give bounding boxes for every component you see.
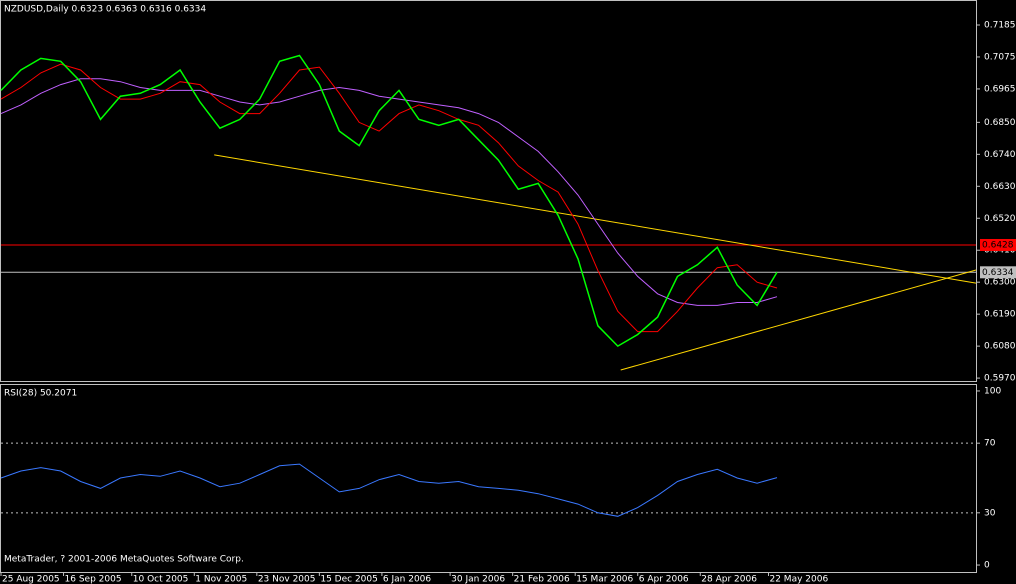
price-label-box: [980, 266, 1016, 279]
rsi-line: [0, 463, 778, 517]
x-tick-label: 22 May 2006: [769, 575, 828, 584]
moving-average: [0, 63, 778, 333]
y-tick-label: 0.6850: [984, 118, 1016, 128]
y-tick-label: 0.6190: [984, 310, 1016, 320]
price-label: 0.6334: [982, 268, 1014, 278]
x-tick-label: 21 Feb 2006: [514, 575, 570, 584]
x-tick-label: 28 Apr 2006: [701, 575, 757, 584]
price-panel-frame: [0, 0, 977, 382]
y-tick-label: 0.6740: [984, 150, 1016, 160]
y-tick-label: 0.6630: [984, 182, 1016, 192]
x-tick-label: 6 Jan 2006: [383, 575, 431, 584]
x-tick-label: 16 Sep 2005: [65, 575, 122, 584]
moving-average: [0, 78, 778, 306]
y-tick-label: 70: [984, 439, 996, 449]
y-tick-label: 0.6965: [984, 84, 1016, 94]
x-tick-label: 30 Jan 2006: [451, 575, 505, 584]
price-line-series: [0, 54, 778, 348]
y-tick-label: 0.6520: [984, 214, 1016, 224]
x-tick-label: 15 Mar 2006: [576, 575, 633, 584]
x-tick-label: 15 Dec 2005: [320, 575, 378, 584]
y-tick-label: 30: [984, 508, 996, 518]
rsi-title: RSI(28) 50.2071: [4, 389, 77, 399]
y-tick-label: 0.6300: [984, 278, 1016, 288]
price-title: NZDUSD,Daily 0.6323 0.6363 0.6316 0.6334: [4, 5, 206, 15]
trendline: [214, 154, 977, 284]
x-tick-label: 25 Aug 2005: [2, 575, 60, 584]
x-tick-label: 6 Apr 2006: [639, 575, 689, 584]
x-tick-label: 10 Oct 2005: [133, 575, 189, 584]
y-tick-label: 100: [984, 386, 1001, 396]
trendline: [620, 269, 977, 371]
rsi-panel-frame: [0, 384, 977, 573]
copyright: MetaTrader, ? 2001-2006 MetaQuotes Softw…: [4, 555, 244, 565]
y-tick-label: 0.7185: [984, 20, 1016, 30]
x-tick-label: 1 Nov 2005: [195, 575, 247, 584]
y-tick-label: 0.5970: [984, 374, 1016, 384]
price-label: 0.6428: [982, 240, 1014, 250]
y-tick-label: 0: [984, 561, 990, 571]
y-tick-label: 0.7075: [984, 52, 1016, 62]
price-label-box: [980, 238, 1016, 251]
y-tick-label: 0.6080: [984, 342, 1016, 352]
x-tick-label: 23 Nov 2005: [258, 575, 316, 584]
